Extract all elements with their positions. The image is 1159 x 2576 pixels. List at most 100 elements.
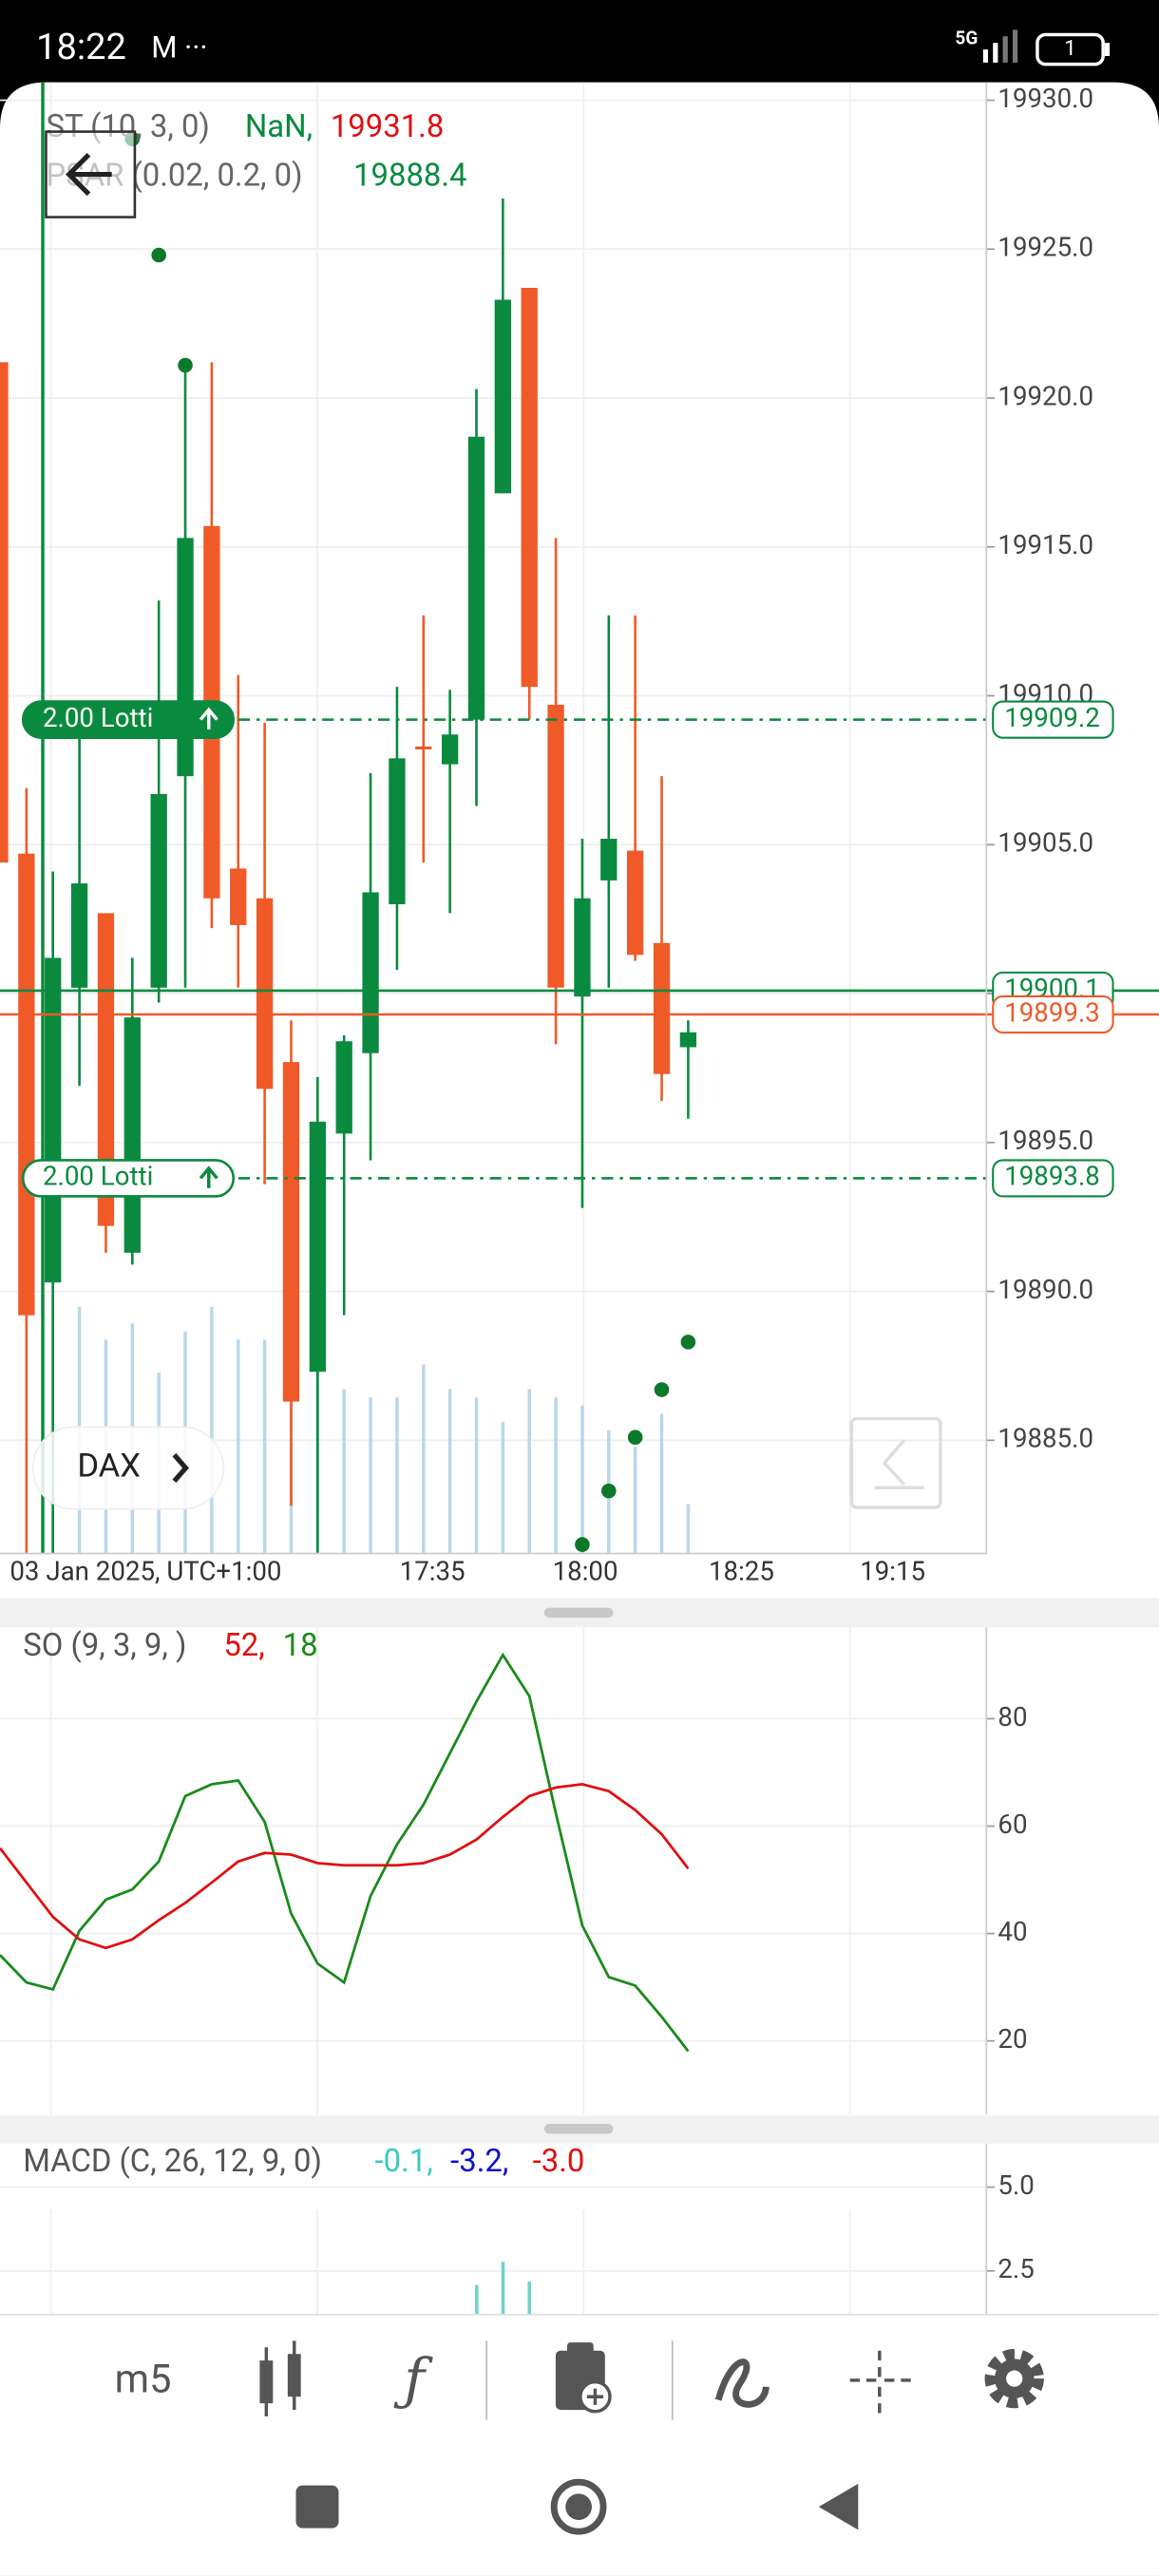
- candle-body: [230, 868, 247, 925]
- psar-dot: [151, 247, 166, 263]
- order-price-label: 19893.8: [1004, 1161, 1100, 1192]
- candle-body: [282, 1062, 300, 1402]
- scroll-latest-icon: [874, 1438, 924, 1489]
- series-line: [0, 1783, 690, 1950]
- status-time: 18:22: [36, 27, 126, 68]
- candle-body: [124, 1017, 141, 1253]
- timeframe-button[interactable]: m5: [115, 2357, 172, 2403]
- order-arrow: [199, 707, 218, 729]
- psar-dot: [654, 1382, 670, 1397]
- candle-body: [521, 288, 538, 688]
- candle-body: [150, 793, 167, 988]
- candle-body: [335, 1041, 352, 1134]
- candle-body: [600, 839, 618, 881]
- macd-label: MACD (C, 26, 12, 9, 0): [23, 2144, 322, 2180]
- nav-home[interactable]: [550, 2478, 607, 2535]
- order-tag: [992, 1159, 1114, 1198]
- y-tick-label: 19930.0: [998, 83, 1093, 114]
- candle-body: [309, 1121, 326, 1373]
- candles-button[interactable]: [259, 2340, 301, 2416]
- macd-chart: 5.0 2.5 MACD (C, 26, 12, 9, 0) -0.1, -3.2, -3…: [0, 2144, 1035, 2315]
- candle-body: [653, 942, 671, 1074]
- y-tick-label: 19885.0: [998, 1423, 1093, 1454]
- x-tick-label: 03 Jan 2025, UTC+1:00: [10, 1556, 281, 1587]
- so-label: SO (9, 3, 9, ): [23, 1628, 186, 1664]
- nav-back[interactable]: [818, 2483, 859, 2530]
- order-tag: [992, 700, 1114, 739]
- status-icons: M ···: [151, 29, 207, 65]
- y-tick-label: 20: [998, 2023, 1027, 2055]
- y-tick-label: 80: [998, 1701, 1027, 1733]
- candle-body: [0, 362, 9, 863]
- nav-home-dot: [565, 2493, 592, 2521]
- st-value2: 19931.8: [331, 109, 444, 145]
- psar-dot: [601, 1483, 617, 1499]
- back-arrow: [66, 152, 112, 197]
- psar-dot: [178, 357, 193, 373]
- y-tick-label: 60: [998, 1809, 1027, 1840]
- signal-icon: [982, 29, 1018, 63]
- x-tick-label: 17:35: [400, 1556, 466, 1587]
- x-tick-label: 18:00: [553, 1556, 618, 1587]
- y-tick-label: 2.5: [998, 2253, 1034, 2284]
- battery-level: 1: [1064, 36, 1076, 61]
- macd-value2: -3.2,: [450, 2144, 508, 2180]
- app-surface: [0, 82, 1159, 2576]
- candle-body: [177, 538, 194, 777]
- candle-body: [389, 758, 406, 904]
- settings-button[interactable]: [984, 2349, 1044, 2409]
- ask-line-tag: [992, 994, 1114, 1034]
- order-arrow: [199, 1165, 218, 1188]
- scroll-latest-button[interactable]: [849, 1416, 942, 1509]
- y-tick-label: 19920.0: [998, 380, 1093, 411]
- order-badge[interactable]: [21, 700, 236, 739]
- candle-body: [415, 746, 432, 749]
- crosshair-button[interactable]: [849, 2350, 911, 2414]
- so-value2: 18: [283, 1628, 318, 1664]
- psar-dot: [627, 1430, 643, 1445]
- status-network: 5G: [955, 28, 978, 49]
- ask-line-label: 19899.3: [1004, 996, 1100, 1028]
- y-tick-label: 19915.0: [998, 529, 1093, 560]
- candle-body: [547, 704, 564, 988]
- plot-area: [0, 82, 987, 1554]
- main-chart: 19930.019925.019920.019915.019910.019905…: [0, 82, 1159, 1587]
- x-tick-label: 19:15: [860, 1556, 925, 1587]
- macd-value3: -3.0: [533, 2144, 585, 2180]
- nav-recents[interactable]: [295, 2485, 339, 2529]
- battery-tip: [1104, 43, 1111, 56]
- macd-value1: -0.1,: [375, 2144, 433, 2180]
- y-tick-label: 5.0: [998, 2169, 1034, 2201]
- battery-icon: [1036, 32, 1105, 66]
- so-chart: 80 60 40 20 SO (9, 3, 9, ) 52, 18: [0, 1627, 1028, 2114]
- order-price-label: 19909.2: [1004, 702, 1100, 733]
- y-tick-label: 19905.0: [998, 827, 1093, 859]
- order-badge[interactable]: [21, 1159, 236, 1198]
- drawing-button[interactable]: [714, 2358, 770, 2408]
- y-tick-label: 19895.0: [998, 1125, 1093, 1156]
- separator-handle: [543, 2123, 614, 2134]
- candle-body: [441, 734, 459, 765]
- symbol-button[interactable]: [31, 1426, 225, 1510]
- orders-button[interactable]: [555, 2342, 612, 2414]
- candle-body: [467, 436, 485, 720]
- order-label: 2.00 Lotti: [43, 702, 153, 733]
- so-value1: 52,: [223, 1628, 264, 1664]
- separator-handle: [543, 1607, 614, 1618]
- psar-value: 19888.4: [353, 159, 466, 195]
- symbol-label: DAX: [77, 1448, 141, 1486]
- chevron-icon: [172, 1452, 189, 1484]
- y-tick-label: 19890.0: [998, 1274, 1093, 1305]
- y-tick-label: 40: [998, 1916, 1027, 1947]
- candle-body: [627, 850, 644, 956]
- y-tick-label: 19925.0: [998, 232, 1093, 263]
- candle-body: [70, 883, 88, 988]
- candle-body: [494, 299, 512, 494]
- series-line: [0, 1652, 690, 2053]
- plot-area: [0, 1627, 987, 2114]
- st-value1: NaN,: [245, 109, 313, 145]
- candle-body: [574, 898, 591, 997]
- candle-body: [45, 957, 62, 1283]
